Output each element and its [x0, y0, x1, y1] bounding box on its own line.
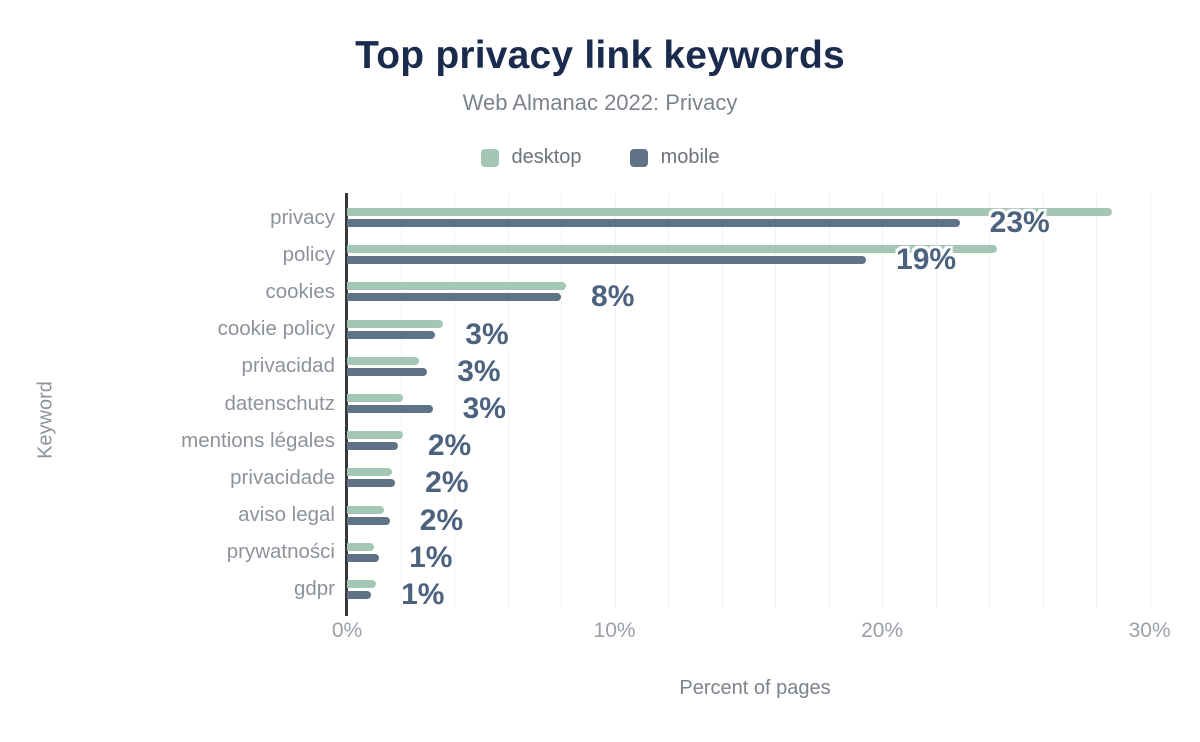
x-tick-label: 30% — [1128, 619, 1171, 642]
gridline — [989, 193, 991, 608]
desktop-bar — [347, 245, 998, 254]
category-label: prywatności — [226, 540, 335, 564]
desktop-bar — [347, 356, 420, 365]
desktop-bar — [347, 282, 567, 291]
bar-row: prywatności 1% — [227, 534, 1163, 574]
value-label: 19% — [896, 243, 957, 277]
mobile-swatch-icon — [629, 148, 648, 167]
gridline — [454, 193, 456, 608]
value-label: 8% — [591, 280, 635, 314]
value-label: 2% — [427, 429, 472, 463]
value-label: 1% — [401, 577, 445, 611]
gridline — [614, 193, 616, 608]
desktop-bar — [347, 431, 404, 440]
value-label: 23% — [989, 206, 1050, 240]
desktop-bar — [347, 319, 444, 328]
desktop-bar — [347, 579, 377, 588]
gridline — [561, 193, 563, 608]
mobile-bar — [347, 256, 867, 265]
bar-row: privacy 23% — [270, 199, 1163, 239]
x-tick-label: 10% — [593, 619, 636, 642]
desktop-bar — [347, 542, 374, 551]
bar-row: policy 19% — [283, 236, 1163, 276]
legend-label: mobile — [660, 146, 720, 168]
desktop-bar — [347, 505, 385, 514]
category-label: mentions légales — [181, 428, 335, 452]
category-label: privacidad — [241, 354, 335, 378]
gridline — [1149, 193, 1151, 608]
bar-row: gdpr 1% — [294, 571, 1163, 611]
gridline — [935, 193, 937, 608]
x-axis-ticks: 0% 10% 20% 30% — [332, 619, 1171, 645]
x-tick-label: 20% — [861, 619, 904, 642]
gridline — [828, 193, 830, 608]
bar-row: datenschutz 3% — [224, 385, 1163, 426]
value-label: 2% — [419, 503, 464, 537]
gridline — [1042, 193, 1044, 608]
chart-subtitle: Web Almanac 2022: Privacy — [462, 90, 738, 115]
category-label: gdpr — [293, 577, 335, 601]
legend-item-mobile: mobile — [629, 146, 720, 169]
value-label: 3% — [465, 317, 509, 351]
bar-row: aviso legal 2% — [238, 497, 1163, 537]
x-axis-title: Percent of pages — [679, 677, 831, 699]
mobile-bar — [347, 590, 372, 599]
gridline — [721, 193, 723, 608]
value-label: 3% — [462, 392, 506, 426]
gridline — [882, 193, 884, 608]
value-label: 2% — [425, 466, 469, 500]
gridline — [507, 193, 509, 608]
desktop-swatch-icon — [480, 148, 499, 167]
bar-row: privacidade 2% — [230, 459, 1163, 500]
bar-row: cookies 8% — [265, 273, 1163, 314]
mobile-bar — [347, 219, 960, 228]
gridline — [1096, 193, 1098, 608]
value-label: 1% — [409, 540, 453, 574]
y-axis-line — [345, 193, 348, 616]
bar-row: mentions légales 2% — [181, 422, 1163, 463]
mobile-bar — [347, 553, 380, 562]
mobile-bar — [347, 330, 436, 339]
desktop-bar — [347, 394, 404, 403]
legend-label: desktop — [511, 146, 582, 168]
category-label: privacy — [270, 205, 335, 229]
bar-row: cookie policy 3% — [218, 311, 1163, 351]
legend: desktop mobile — [0, 146, 1200, 169]
bar-row: privacidad 3% — [242, 348, 1163, 388]
value-label: 3% — [457, 354, 501, 388]
chart-title: Top privacy link keywords — [355, 34, 845, 77]
category-label: aviso legal — [238, 503, 335, 527]
mobile-bar — [347, 516, 390, 525]
x-tick-label: 0% — [331, 619, 363, 642]
category-label: privacidade — [230, 465, 335, 489]
plot-area: privacy 23% policy 19% cookies 8% cookie polic… — [181, 193, 1163, 616]
category-label: datenschutz — [224, 391, 335, 415]
legend-item-desktop: desktop — [480, 146, 582, 169]
category-label: cookies — [265, 279, 335, 303]
gridline — [668, 193, 670, 608]
desktop-bar — [347, 208, 1113, 217]
category-label: policy — [282, 242, 335, 266]
gridline — [775, 193, 777, 608]
y-axis-title: Keyword — [34, 381, 57, 459]
bar-rows: privacy 23% policy 19% cookies 8% cookie polic… — [181, 193, 1163, 611]
mobile-bar — [347, 442, 398, 451]
desktop-bar — [347, 468, 393, 477]
mobile-bar — [347, 479, 396, 488]
category-label: cookie policy — [217, 317, 335, 341]
mobile-bar — [347, 405, 433, 414]
mobile-bar — [347, 367, 428, 376]
mobile-bar — [347, 293, 562, 302]
